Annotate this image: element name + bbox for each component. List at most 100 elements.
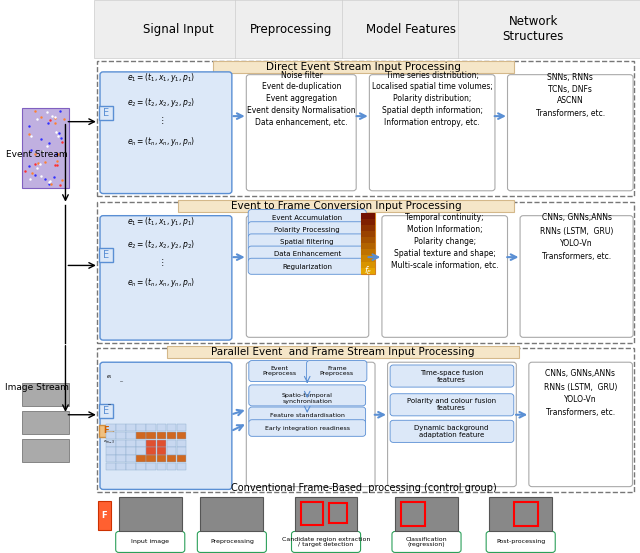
FancyBboxPatch shape xyxy=(246,75,356,191)
Bar xyxy=(97,348,634,492)
Text: Temporal continuity;: Temporal continuity; xyxy=(405,213,484,222)
Text: $e_n=(t_n,x_n,y_n,p_n)$: $e_n=(t_n,x_n,y_n,p_n)$ xyxy=(127,134,196,148)
Text: $e_n=(t_n,x_n,y_n,p_n)$: $e_n=(t_n,x_n,y_n,p_n)$ xyxy=(127,275,196,289)
Text: Event
Preprocess: Event Preprocess xyxy=(262,366,296,377)
Bar xyxy=(99,425,113,437)
FancyBboxPatch shape xyxy=(100,72,232,194)
Bar xyxy=(361,225,375,231)
Bar xyxy=(126,424,136,431)
Bar xyxy=(136,455,146,462)
Bar xyxy=(157,440,166,447)
FancyBboxPatch shape xyxy=(388,362,516,487)
Bar xyxy=(179,200,515,212)
Bar xyxy=(157,463,166,470)
Text: Transformers, etc.: Transformers, etc. xyxy=(536,109,605,118)
Bar xyxy=(97,202,634,343)
FancyBboxPatch shape xyxy=(248,210,366,226)
Text: E: E xyxy=(102,250,109,260)
Bar xyxy=(147,455,156,462)
Bar xyxy=(136,440,146,447)
FancyBboxPatch shape xyxy=(249,361,309,382)
Bar xyxy=(106,447,116,455)
Text: SNNs, RNNs: SNNs, RNNs xyxy=(547,73,593,82)
Text: E: E xyxy=(102,108,109,118)
FancyBboxPatch shape xyxy=(390,420,514,442)
Text: Early integration readiness: Early integration readiness xyxy=(265,426,349,431)
Bar xyxy=(167,346,519,358)
Text: Image Stream: Image Stream xyxy=(5,383,69,392)
FancyBboxPatch shape xyxy=(382,216,508,337)
Bar xyxy=(22,383,68,406)
Bar xyxy=(116,463,125,470)
FancyBboxPatch shape xyxy=(100,216,232,340)
FancyBboxPatch shape xyxy=(390,394,514,416)
Text: Spatial filtering: Spatial filtering xyxy=(280,239,334,245)
Bar xyxy=(99,404,113,418)
FancyBboxPatch shape xyxy=(520,216,633,337)
Bar xyxy=(116,455,125,462)
Bar xyxy=(147,447,156,455)
Bar xyxy=(97,61,634,196)
Text: TCNs, DNFs: TCNs, DNFs xyxy=(548,85,592,94)
Text: E: E xyxy=(102,406,109,416)
Text: Dynamic background
adaptation feature: Dynamic background adaptation feature xyxy=(415,425,489,438)
Text: Spatio-temporal
synchronisation: Spatio-temporal synchronisation xyxy=(282,393,333,404)
Text: RNNs (LSTM,  GRU): RNNs (LSTM, GRU) xyxy=(540,227,613,236)
Bar xyxy=(126,463,136,470)
Bar xyxy=(99,106,113,120)
Bar xyxy=(213,61,515,73)
Bar xyxy=(136,424,146,431)
Text: $e_1=(t_1,x_1,y_1,p_1)$: $e_1=(t_1,x_1,y_1,p_1)$ xyxy=(127,71,196,84)
Bar xyxy=(166,432,176,439)
Text: $e_{m-3}$: $e_{m-3}$ xyxy=(103,439,116,446)
Bar xyxy=(401,502,425,526)
Text: RNNs (LSTM,  GRU): RNNs (LSTM, GRU) xyxy=(543,383,617,392)
Text: CNNs, GNNs,ANNs: CNNs, GNNs,ANNs xyxy=(541,213,612,222)
Bar xyxy=(116,424,125,431)
Bar xyxy=(126,440,136,447)
Bar xyxy=(177,432,186,439)
Bar xyxy=(97,488,634,550)
Bar xyxy=(166,463,176,470)
FancyBboxPatch shape xyxy=(248,234,366,250)
Text: Polarity change;: Polarity change; xyxy=(413,237,476,246)
FancyBboxPatch shape xyxy=(508,75,633,191)
FancyBboxPatch shape xyxy=(246,362,375,487)
Text: Event aggregation: Event aggregation xyxy=(266,94,337,103)
FancyBboxPatch shape xyxy=(291,531,360,552)
Bar xyxy=(126,432,136,439)
Text: Event Accumulation: Event Accumulation xyxy=(272,215,342,221)
Bar xyxy=(106,455,116,462)
Bar xyxy=(147,432,156,439)
Bar xyxy=(166,447,176,455)
Text: Noise filter: Noise filter xyxy=(280,71,323,80)
Text: Preprocessing: Preprocessing xyxy=(250,23,333,36)
FancyBboxPatch shape xyxy=(248,246,366,262)
Text: F: F xyxy=(102,511,108,520)
Text: Multi-scale information, etc.: Multi-scale information, etc. xyxy=(391,261,499,270)
Bar xyxy=(177,455,186,462)
Text: Candidate region extraction
/ target detection: Candidate region extraction / target det… xyxy=(282,536,370,547)
Text: Conventional Frame-Based  processing (control group): Conventional Frame-Based processing (con… xyxy=(231,483,497,493)
Text: Data Enhancement: Data Enhancement xyxy=(273,252,341,257)
Text: Frame
Preprocess: Frame Preprocess xyxy=(319,366,354,377)
Bar xyxy=(147,440,156,447)
Text: Regularization: Regularization xyxy=(282,264,332,269)
Bar xyxy=(515,502,538,526)
Bar xyxy=(147,463,156,470)
Text: Polarity Processing: Polarity Processing xyxy=(275,227,340,233)
Text: $f_E$: $f_E$ xyxy=(364,265,372,277)
FancyBboxPatch shape xyxy=(249,420,365,436)
Text: Classification
(regression): Classification (regression) xyxy=(406,536,447,547)
Text: $\vdots$: $\vdots$ xyxy=(159,115,164,126)
Bar xyxy=(177,440,186,447)
Text: Transformers, etc.: Transformers, etc. xyxy=(546,408,615,417)
Bar xyxy=(106,424,116,431)
Bar xyxy=(361,255,375,262)
FancyBboxPatch shape xyxy=(369,75,495,191)
Bar xyxy=(361,237,375,243)
Bar xyxy=(147,424,156,431)
Bar xyxy=(200,497,263,531)
Bar xyxy=(99,248,113,262)
Text: Feature standardisation: Feature standardisation xyxy=(270,413,345,419)
